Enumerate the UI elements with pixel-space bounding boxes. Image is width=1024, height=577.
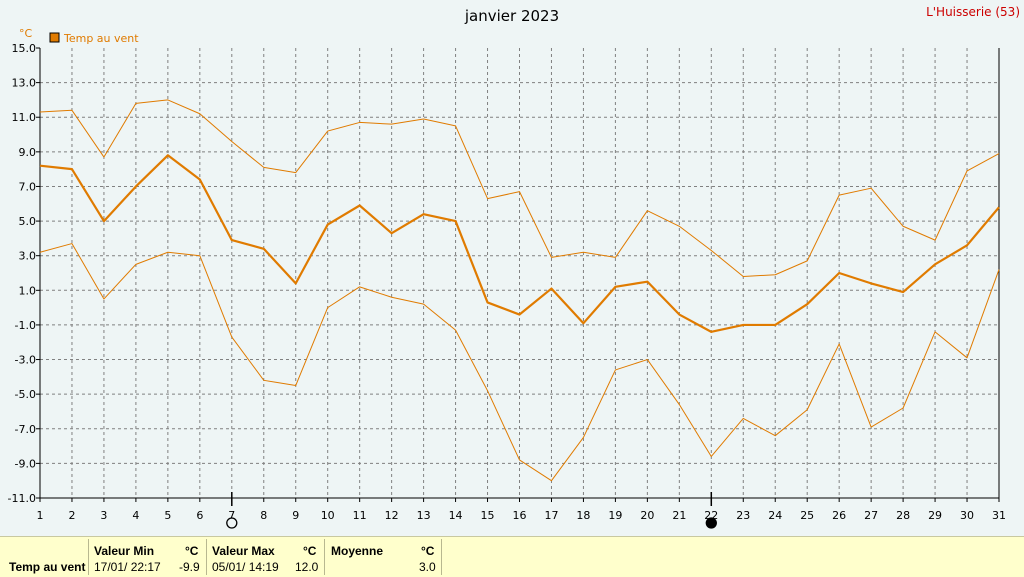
min-unit: °C xyxy=(185,544,199,558)
stats-divider xyxy=(441,539,442,575)
x-tick-label: 19 xyxy=(608,509,622,522)
y-tick-label: -5.0 xyxy=(15,388,36,401)
x-tick-label: 11 xyxy=(353,509,367,522)
y-axis-unit: °C xyxy=(19,27,33,40)
y-tick-label: -3.0 xyxy=(15,354,36,367)
grid xyxy=(40,48,999,498)
y-tick-label: 7.0 xyxy=(19,180,37,193)
x-tick-label: 13 xyxy=(417,509,431,522)
chart-title: janvier 2023 xyxy=(464,7,559,25)
x-tick-label: 3 xyxy=(100,509,107,522)
min-date: 17/01/ 22:17 xyxy=(94,560,161,574)
min-header: Valeur Min xyxy=(94,544,155,558)
series-line-max xyxy=(39,99,1000,277)
station-name: L'Huisserie (53) xyxy=(926,5,1020,19)
x-tick-label: 18 xyxy=(576,509,590,522)
y-tick-label: 11.0 xyxy=(12,111,37,124)
x-tick-label: 16 xyxy=(513,509,527,522)
series-line-min xyxy=(39,243,1000,482)
mean-header: Moyenne xyxy=(331,544,384,558)
x-tick-labels: 1 2 3 4 5 6 7 8 9 10 11 12 13 14 15 16 17 18 19 20 21 22 23 24 2… xyxy=(37,509,1007,522)
y-tick-labels: 15.0 13.0 11.0 9.0 7.0 5.0 3.0 1.0 -1.0 -3.0 -5.0 -… xyxy=(8,42,36,505)
x-tick-label: 7 xyxy=(228,509,235,522)
legend-label: Temp au vent xyxy=(63,32,139,45)
x-tick-label: 1 xyxy=(37,509,44,522)
y-tick-label: 1.0 xyxy=(19,284,37,297)
moon-markers xyxy=(226,492,717,529)
max-header: Valeur Max xyxy=(212,544,275,558)
x-tick-label: 27 xyxy=(864,509,878,522)
x-tick-label: 30 xyxy=(960,509,974,522)
x-tick-label: 23 xyxy=(736,509,750,522)
y-tick-label: 13.0 xyxy=(12,77,37,90)
stats-divider xyxy=(206,539,207,575)
x-tick-label: 29 xyxy=(928,509,942,522)
temperature-chart: janvier 2023 L'Huisserie (53) °C Temp au… xyxy=(8,5,1020,529)
x-tick-label: 24 xyxy=(768,509,782,522)
max-date: 05/01/ 14:19 xyxy=(212,560,279,574)
x-tick-label: 4 xyxy=(132,509,139,522)
mean-value: 3.0 xyxy=(419,560,436,574)
legend-swatch xyxy=(49,32,60,43)
x-tick-label: 26 xyxy=(832,509,846,522)
full-moon-marker xyxy=(705,517,717,529)
x-tick-label: 25 xyxy=(800,509,814,522)
x-tick-label: 20 xyxy=(640,509,654,522)
x-tick-label: 31 xyxy=(992,509,1006,522)
x-tick-label: 17 xyxy=(544,509,558,522)
y-tick-label: -1.0 xyxy=(15,319,36,332)
stats-divider xyxy=(88,539,89,575)
stats-row-label: Temp au vent xyxy=(9,560,86,574)
x-tick-label: 10 xyxy=(321,509,335,522)
max-value: 12.0 xyxy=(295,560,319,574)
x-tick-label: 8 xyxy=(260,509,267,522)
x-tick-label: 6 xyxy=(196,509,203,522)
y-tick-label: 15.0 xyxy=(12,42,37,55)
series-line-mean xyxy=(39,154,1000,333)
x-tick-label: 15 xyxy=(481,509,495,522)
x-tick-label: 9 xyxy=(292,509,299,522)
first-quarter-moon-marker xyxy=(226,517,238,529)
stats-divider xyxy=(324,539,325,575)
x-tick-label: 28 xyxy=(896,509,910,522)
min-value: -9.9 xyxy=(179,560,200,574)
y-tick-label: 5.0 xyxy=(19,215,37,228)
stats-panel: Temp au vent Valeur Min °C 17/01/ 22:17 … xyxy=(0,536,1024,577)
x-tick-label: 2 xyxy=(68,509,75,522)
y-tick-label: 3.0 xyxy=(19,250,37,263)
y-tick-label: -7.0 xyxy=(15,423,36,436)
y-tick-label: 9.0 xyxy=(19,146,37,159)
y-tick-label: -9.0 xyxy=(15,457,36,470)
series-lines xyxy=(39,99,1000,482)
x-tick-label: 5 xyxy=(164,509,171,522)
mean-unit: °C xyxy=(421,544,435,558)
x-tick-label: 21 xyxy=(672,509,686,522)
x-tick-label: 14 xyxy=(449,509,463,522)
axes xyxy=(36,47,1000,502)
max-unit: °C xyxy=(303,544,317,558)
y-tick-label: -11.0 xyxy=(8,492,36,505)
x-tick-label: 12 xyxy=(385,509,399,522)
